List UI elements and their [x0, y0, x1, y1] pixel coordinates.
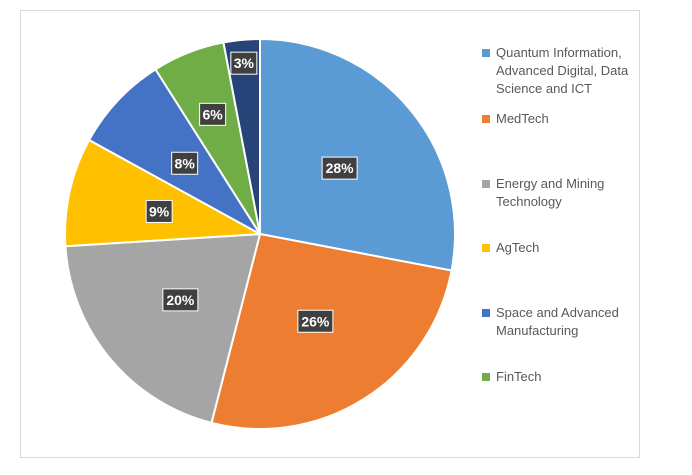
- legend-label: Energy and Mining Technology: [496, 176, 605, 209]
- data-label-text: 9%: [149, 203, 170, 219]
- data-label-box: [230, 51, 258, 75]
- legend-swatch: [482, 180, 490, 188]
- data-label-box: [321, 156, 358, 180]
- legend-item-fintech: FinTech: [482, 368, 646, 386]
- legend-label: AgTech: [496, 240, 540, 255]
- pie-slice: [259, 37, 456, 272]
- legend-item-quantum: Quantum Information, Advanced Digital, D…: [482, 44, 646, 98]
- data-label-text: 3%: [234, 55, 255, 71]
- legend-item-medtech: MedTech: [482, 110, 646, 128]
- legend-label: Quantum Information, Advanced Digital, D…: [496, 45, 629, 96]
- legend-swatch: [482, 49, 490, 57]
- pie-slice: [222, 37, 261, 235]
- data-label-box: [297, 309, 334, 333]
- data-label-text: 26%: [301, 313, 330, 329]
- pie-slice: [64, 232, 262, 425]
- legend-swatch: [482, 373, 490, 381]
- data-label-text: 20%: [166, 292, 195, 308]
- legend-label: FinTech: [496, 369, 542, 384]
- legend-label: Space and Advanced Manufacturing: [496, 305, 619, 338]
- data-label-text: 8%: [175, 155, 196, 171]
- legend-swatch: [482, 115, 490, 123]
- legend-item-agtech: AgTech: [482, 239, 646, 257]
- data-label-box: [199, 102, 227, 126]
- pie-slice: [64, 138, 264, 248]
- data-label: 8%: [171, 151, 199, 175]
- legend-swatch: [482, 244, 490, 252]
- data-label: 20%: [162, 288, 199, 312]
- pie-slice: [87, 67, 261, 235]
- data-label: 28%: [321, 156, 358, 180]
- data-label: 26%: [297, 309, 334, 333]
- data-label-box: [171, 151, 199, 175]
- legend-label: MedTech: [496, 111, 549, 126]
- data-label: 9%: [145, 199, 173, 223]
- data-label-box: [145, 199, 173, 223]
- data-label: 3%: [230, 51, 258, 75]
- legend-item-space: Space and Advanced Manufacturing: [482, 304, 646, 340]
- data-label-text: 6%: [203, 106, 224, 122]
- data-label-box: [162, 288, 199, 312]
- data-label: 6%: [199, 102, 227, 126]
- legend-swatch: [482, 309, 490, 317]
- legend-item-energy: Energy and Mining Technology: [482, 175, 646, 211]
- data-label-text: 28%: [326, 160, 355, 176]
